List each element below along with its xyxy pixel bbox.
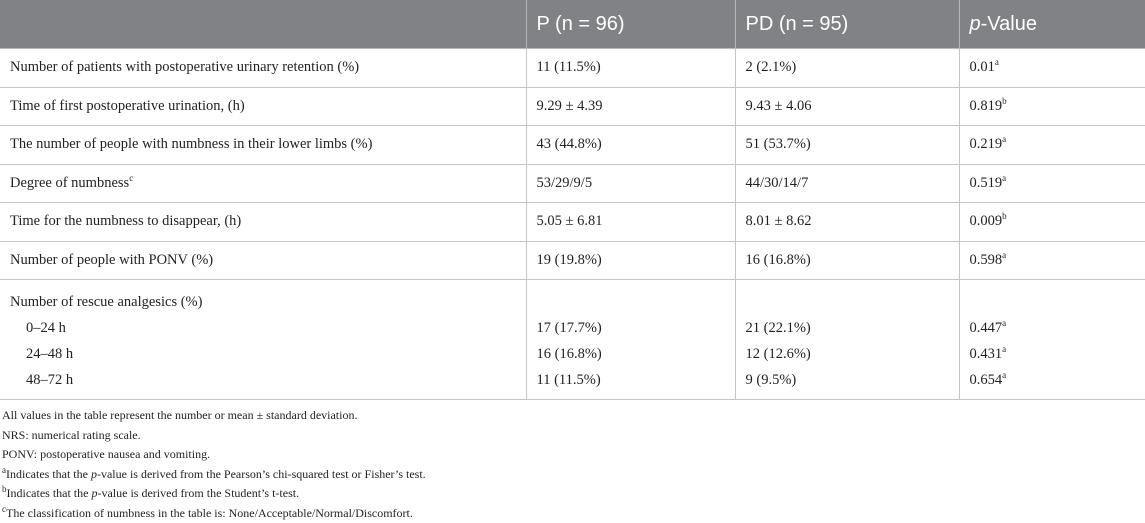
header-group-p: P (n = 96) <box>526 0 735 49</box>
p-value-text: 0.431 <box>970 346 1003 362</box>
row-label: Number of patients with postoperative ur… <box>0 49 526 88</box>
row-label: The number of people with numbness in th… <box>0 126 526 165</box>
cell-p: 17 (17.7%) <box>537 315 725 341</box>
cell-p-value: 0.447a <box>970 315 1136 341</box>
rescue-label-cell: Number of rescue analgesics (%) 0–24 h 2… <box>0 280 526 400</box>
footnote-text: Indicates that the <box>6 467 91 481</box>
header-empty <box>0 0 526 49</box>
p-value-sup: a <box>1002 370 1006 380</box>
p-value-text: 0.01 <box>970 59 995 75</box>
p-value-text: 0.519 <box>970 175 1003 191</box>
footnote-ponv: PONV: postoperative nausea and vomiting. <box>2 445 1145 465</box>
p-value-text: 0.447 <box>970 320 1003 336</box>
cell-p-value: 0.819b <box>959 87 1145 126</box>
p-value-sup: b <box>1002 96 1007 106</box>
results-table: P (n = 96) PD (n = 95) p-Value Number of… <box>0 0 1145 400</box>
row-label-text: Degree of numbness <box>10 175 129 191</box>
p-value-sup: b <box>1002 211 1007 221</box>
header-row: P (n = 96) PD (n = 95) p-Value <box>0 0 1145 49</box>
p-value-sup: a <box>1002 250 1006 260</box>
cell-p: 11 (11.5%) <box>537 367 725 393</box>
row-label-text: Time for the numbness to disappear, (h) <box>10 213 241 229</box>
footnote-b: bIndicates that the p-value is derived f… <box>2 484 1145 504</box>
cell-p: 43 (44.8%) <box>526 126 735 165</box>
p-value-text: 0.219 <box>970 136 1003 152</box>
spacer <box>746 289 949 315</box>
rescue-sub-label: 0–24 h <box>10 315 516 341</box>
p-value-text: 0.009 <box>970 213 1003 229</box>
footnote-text: -value is derived from the Student’s t-t… <box>97 486 299 500</box>
cell-p-value: 0.519a <box>959 164 1145 203</box>
row-label: Number of people with PONV (%) <box>0 241 526 280</box>
header-group-pd: PD (n = 95) <box>735 0 959 49</box>
cell-p-value: 0.431a <box>970 341 1136 367</box>
cell-pd: 44/30/14/7 <box>735 164 959 203</box>
table-row: Number of people with PONV (%) 19 (19.8%… <box>0 241 1145 280</box>
cell-p: 5.05 ± 6.81 <box>526 203 735 242</box>
p-value-sup: a <box>1002 318 1006 328</box>
row-label-text: Number of people with PONV (%) <box>10 252 213 268</box>
row-label: Time for the numbness to disappear, (h) <box>0 203 526 242</box>
cell-pd: 8.01 ± 8.62 <box>735 203 959 242</box>
cell-p-value: 0.598a <box>959 241 1145 280</box>
row-label: Degree of numbnessc <box>0 164 526 203</box>
row-label-text: Time of first postoperative urination, (… <box>10 98 245 114</box>
header-p-rest: -Value <box>981 13 1037 35</box>
cell-p: 9.29 ± 4.39 <box>526 87 735 126</box>
p-value-text: 0.819 <box>970 98 1003 114</box>
table-row-rescue-analgesics: Number of rescue analgesics (%) 0–24 h 2… <box>0 280 1145 400</box>
row-label-text: The number of people with numbness in th… <box>10 136 372 152</box>
cell-p-value: 0.654a <box>970 367 1136 393</box>
cell-p: 53/29/9/5 <box>526 164 735 203</box>
footnote-nrs: NRS: numerical rating scale. <box>2 426 1145 446</box>
cell-p-value: 0.01a <box>959 49 1145 88</box>
table-row: Time of first postoperative urination, (… <box>0 87 1145 126</box>
cell-pd: 9 (9.5%) <box>746 367 949 393</box>
rescue-p-cell: 17 (17.7%) 16 (16.8%) 11 (11.5%) <box>526 280 735 400</box>
header-p-value: p-Value <box>959 0 1145 49</box>
spacer <box>537 289 725 315</box>
footnote-c: cThe classification of numbness in the t… <box>2 504 1145 523</box>
table-row: Time for the numbness to disappear, (h) … <box>0 203 1145 242</box>
rescue-pd-cell: 21 (22.1%) 12 (12.6%) 9 (9.5%) <box>735 280 959 400</box>
cell-pd: 2 (2.1%) <box>735 49 959 88</box>
row-label-sup: c <box>129 173 133 183</box>
p-value-text: 0.654 <box>970 372 1003 388</box>
row-label: Time of first postoperative urination, (… <box>0 87 526 126</box>
p-value-sup: a <box>995 57 999 67</box>
footnote-values: All values in the table represent the nu… <box>2 406 1145 426</box>
table-row: Degree of numbnessc 53/29/9/5 44/30/14/7… <box>0 164 1145 203</box>
spacer <box>970 289 1136 315</box>
cell-p: 19 (19.8%) <box>526 241 735 280</box>
cell-pd: 21 (22.1%) <box>746 315 949 341</box>
cell-pd: 9.43 ± 4.06 <box>735 87 959 126</box>
cell-p-value: 0.009b <box>959 203 1145 242</box>
header-p-italic: p <box>970 13 981 35</box>
table-row: Number of patients with postoperative ur… <box>0 49 1145 88</box>
row-label-text: Number of patients with postoperative ur… <box>10 59 359 75</box>
cell-p: 16 (16.8%) <box>537 341 725 367</box>
footnote-a: aIndicates that the p-value is derived f… <box>2 465 1145 485</box>
table-footnotes: All values in the table represent the nu… <box>0 400 1145 523</box>
footnote-text: -value is derived from the Pearson’s chi… <box>97 467 426 481</box>
footnote-text: The classification of numbness in the ta… <box>6 506 413 520</box>
rescue-heading: Number of rescue analgesics (%) <box>10 289 516 315</box>
cell-p: 11 (11.5%) <box>526 49 735 88</box>
cell-pd: 51 (53.7%) <box>735 126 959 165</box>
cell-p-value: 0.219a <box>959 126 1145 165</box>
p-value-sup: a <box>1002 173 1006 183</box>
p-value-text: 0.598 <box>970 252 1003 268</box>
table-row: The number of people with numbness in th… <box>0 126 1145 165</box>
footnote-text: Indicates that the <box>7 486 92 500</box>
p-value-sup: a <box>1002 344 1006 354</box>
rescue-sub-label: 24–48 h <box>10 341 516 367</box>
cell-pd: 12 (12.6%) <box>746 341 949 367</box>
cell-pd: 16 (16.8%) <box>735 241 959 280</box>
rescue-p-value-cell: 0.447a 0.431a 0.654a <box>959 280 1145 400</box>
p-value-sup: a <box>1002 134 1006 144</box>
rescue-sub-label: 48–72 h <box>10 367 516 393</box>
